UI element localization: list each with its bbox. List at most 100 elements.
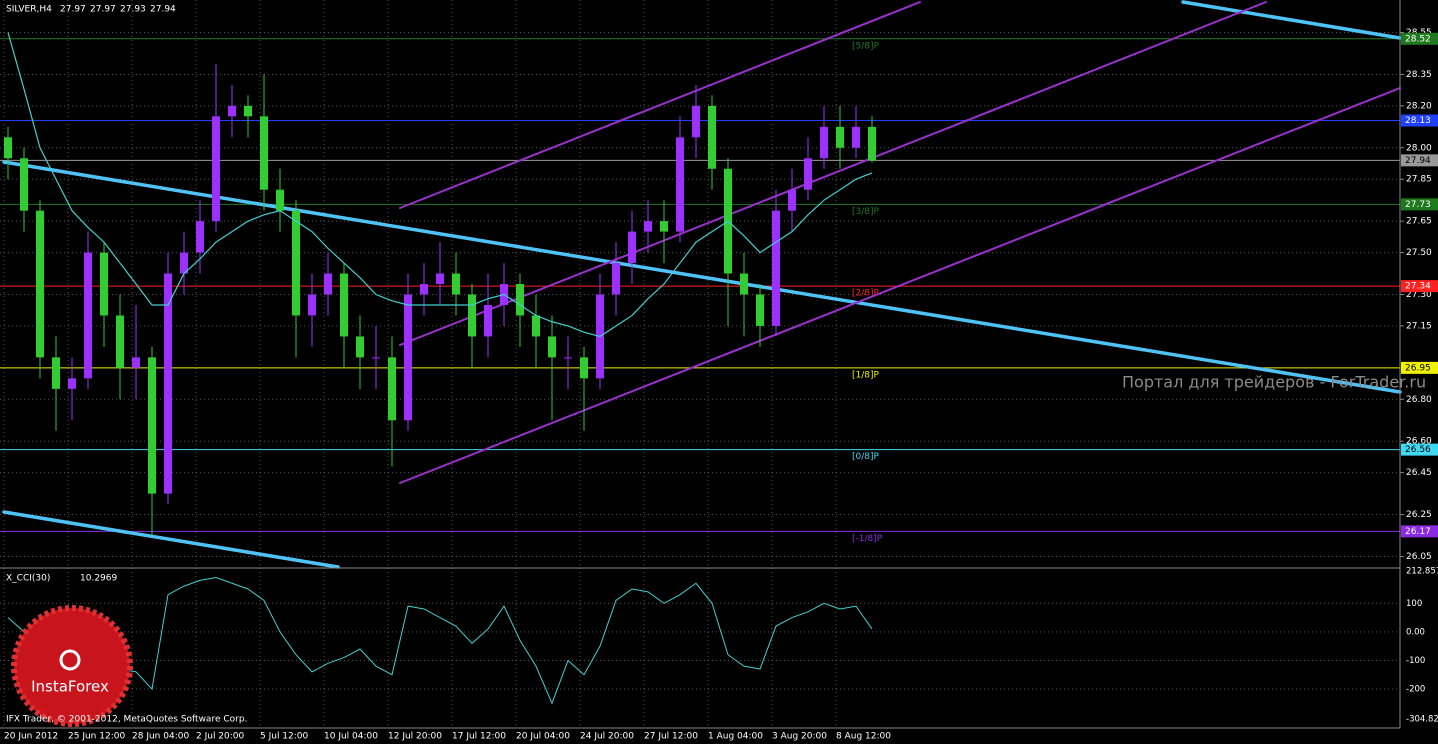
y-tick-label: 27.65: [1406, 217, 1432, 227]
candle-body: [292, 210, 300, 316]
cci-tick-label: 212.857: [1406, 567, 1438, 577]
y-tick-label: 27.30: [1406, 290, 1432, 300]
candle-body: [692, 105, 700, 138]
candle-body: [676, 137, 684, 232]
candle-body: [100, 252, 108, 316]
x-tick-label: 17 Jul 12:00: [452, 732, 506, 742]
candle-body: [372, 357, 380, 359]
candle-body: [276, 189, 284, 211]
candle-body: [532, 315, 540, 337]
y-tick-label: 28.20: [1406, 101, 1432, 111]
y-tick-label: 26.45: [1406, 468, 1432, 478]
candle-body: [484, 304, 492, 337]
y-tick-label: 26.60: [1406, 437, 1432, 447]
candle-body: [452, 273, 460, 295]
logo-badge: [11, 605, 133, 727]
cci-line: [7, 577, 873, 705]
x-tick-label: 5 Jul 12:00: [260, 732, 309, 742]
price-label: 26.17: [1405, 527, 1431, 537]
candle-body: [404, 294, 412, 421]
candle-body: [388, 357, 396, 421]
candle-body: [244, 105, 252, 117]
candle-body: [228, 105, 236, 117]
cci-last: 10.2969: [80, 574, 117, 584]
quote: 27.94: [150, 5, 176, 15]
candle-body: [4, 137, 12, 159]
channel-line: [399, 1, 1267, 346]
quote: 27.93: [120, 5, 146, 15]
moving-average: [7, 32, 873, 338]
candle-body: [68, 378, 76, 389]
quote: 27.97: [90, 5, 116, 15]
price-label: 26.56: [1405, 445, 1431, 455]
cci-tick-label: 0.00: [1406, 627, 1425, 637]
candle-body: [772, 210, 780, 326]
level-label: [2/8]P: [852, 289, 880, 299]
candle-body: [852, 126, 860, 148]
x-tick-label: 28 Jun 04:00: [132, 732, 189, 742]
watermark: Портал для трейдеров - ForTrader.ru: [1122, 373, 1426, 392]
level-label: [3/8]P: [852, 207, 880, 217]
y-tick-label: 27.85: [1406, 175, 1432, 185]
candle-body: [564, 357, 572, 359]
y-tick-label: 27.50: [1406, 248, 1432, 258]
candle-body: [260, 116, 268, 190]
trend-line: [2, 160, 1402, 394]
candle-body: [580, 357, 588, 379]
candle-body: [36, 210, 44, 358]
price-label: 28.13: [1405, 116, 1431, 126]
channel-line: [399, 87, 1401, 484]
price-label: 28.52: [1405, 34, 1431, 44]
candle-body: [820, 126, 828, 159]
quote: 27.97: [60, 5, 86, 15]
logo: InstaForex: [11, 605, 133, 727]
candle-body: [436, 273, 444, 285]
cci-tick-label: -100: [1406, 656, 1425, 666]
candle-body: [212, 116, 220, 222]
x-tick-label: 25 Jun 12:00: [68, 732, 125, 742]
cci-name: X_CCI(30): [6, 574, 50, 584]
candle-body: [548, 336, 556, 358]
trend-line: [2, 510, 340, 569]
level-label: [0/8]P: [852, 452, 880, 462]
price-label-box: [1401, 280, 1438, 293]
price-label: 27.73: [1405, 200, 1431, 210]
trend-line: [1181, 0, 1402, 40]
y-tick-label: 27.15: [1406, 321, 1432, 331]
candle-body: [116, 315, 124, 368]
y-tick-label: 28.00: [1406, 143, 1432, 153]
candle-body: [708, 105, 716, 169]
candles: [4, 32, 876, 536]
cci-tick-label: -200: [1406, 685, 1425, 695]
chart-title: SILVER,H4: [6, 5, 52, 15]
x-tick-label: 20 Jul 04:00: [516, 732, 570, 742]
candle-body: [164, 273, 172, 494]
price-label: 27.94: [1405, 156, 1431, 166]
candle-body: [756, 294, 764, 326]
candle-body: [836, 126, 844, 148]
y-tick-label: 26.25: [1406, 510, 1432, 520]
candle-body: [148, 357, 156, 494]
candle-body: [324, 273, 332, 295]
candle-body: [740, 273, 748, 295]
x-tick-label: 12 Jul 20:00: [388, 732, 442, 742]
logo-icon: [59, 649, 81, 671]
candle-body: [660, 221, 668, 232]
level-label: [1/8]P: [852, 370, 880, 380]
candle-body: [180, 252, 188, 274]
candle-body: [340, 273, 348, 337]
price-label-box: [1401, 154, 1438, 167]
cci-panel: [7, 577, 873, 705]
x-tick-label: 8 Aug 12:00: [836, 732, 891, 742]
candle-body: [52, 357, 60, 389]
x-tick-label: 27 Jul 12:00: [644, 732, 698, 742]
levels: [5/8]P [3/8]P [2/8]P [1/8]P [0/8]P [-1/8]P: [0, 38, 1400, 544]
logo-text: InstaForex: [31, 678, 109, 696]
x-tick-label: 10 Jul 04:00: [324, 732, 378, 742]
y-tick-label: 26.80: [1406, 395, 1432, 405]
x-tick-label: 3 Aug 20:00: [772, 732, 827, 742]
candle-body: [468, 294, 476, 337]
x-tick-label: 24 Jul 20:00: [580, 732, 634, 742]
